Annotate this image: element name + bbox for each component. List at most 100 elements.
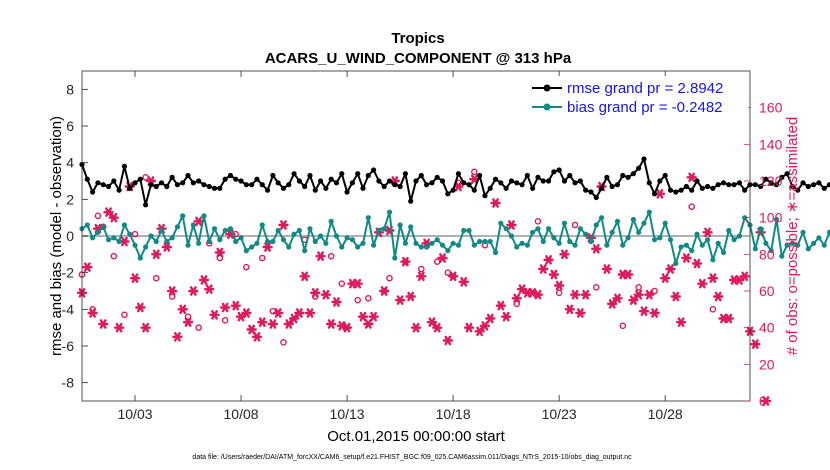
obs-assimilated-marker bbox=[129, 273, 141, 283]
x-tick-label: 10/28 bbox=[648, 406, 683, 422]
bias-point bbox=[339, 244, 345, 250]
rmse-point bbox=[683, 183, 689, 190]
bias-point bbox=[593, 222, 599, 228]
rmse-point bbox=[190, 180, 196, 186]
bias-point bbox=[434, 237, 440, 243]
obs-possible-marker bbox=[418, 265, 425, 273]
bias-point bbox=[816, 235, 822, 241]
bias-point bbox=[471, 242, 477, 248]
bias-point bbox=[715, 240, 721, 246]
obs-assimilated-marker bbox=[686, 172, 697, 183]
rmse-point bbox=[704, 183, 711, 190]
obs-assimilated-marker bbox=[108, 212, 120, 223]
obs-assimilated-marker bbox=[378, 286, 390, 296]
rmse-point bbox=[450, 187, 456, 193]
bias-point bbox=[95, 229, 101, 235]
bias-point bbox=[773, 216, 780, 223]
rmse-point bbox=[275, 180, 281, 186]
bias-point bbox=[826, 229, 830, 235]
rmse-point bbox=[333, 180, 340, 186]
obs-assimilated-marker bbox=[98, 319, 109, 329]
rmse-point bbox=[429, 180, 435, 186]
bias-point bbox=[498, 220, 504, 226]
rmse-point bbox=[731, 182, 737, 188]
y2-tick-label: 120 bbox=[759, 173, 783, 189]
bias-point bbox=[164, 238, 170, 245]
obs-assimilated-marker bbox=[405, 291, 416, 302]
bias-point bbox=[577, 226, 583, 232]
bias-point bbox=[736, 233, 742, 239]
bias-point bbox=[445, 248, 451, 254]
bias-point bbox=[174, 224, 181, 230]
bias-point bbox=[758, 226, 764, 232]
bias-point bbox=[211, 226, 218, 232]
rmse-point bbox=[567, 172, 573, 179]
rmse-point bbox=[211, 185, 218, 191]
obs-assimilated-marker bbox=[193, 216, 204, 227]
rmse-point bbox=[180, 180, 186, 186]
obs-assimilated-marker bbox=[569, 289, 581, 300]
bias-point bbox=[185, 242, 191, 248]
x-tick-label: 10/03 bbox=[117, 406, 152, 422]
obs-assimilated-marker bbox=[447, 271, 459, 282]
rmse-point bbox=[577, 178, 583, 184]
rmse-point bbox=[264, 187, 271, 193]
y-tick-label: 6 bbox=[66, 118, 74, 134]
rmse-point bbox=[588, 189, 594, 195]
obs-assimilated-marker bbox=[474, 326, 485, 337]
rmse-point bbox=[487, 185, 493, 191]
bias-point bbox=[508, 233, 515, 239]
bias-point bbox=[572, 242, 578, 248]
bias-point bbox=[636, 229, 642, 235]
rmse-point bbox=[174, 182, 181, 188]
bias-point bbox=[487, 238, 493, 245]
rmse-point bbox=[376, 178, 382, 184]
bias-point bbox=[503, 226, 509, 232]
rmse-point bbox=[100, 182, 106, 188]
rmse-point bbox=[307, 172, 313, 179]
bias-point bbox=[100, 224, 106, 230]
bias-point bbox=[492, 249, 499, 256]
bias-point bbox=[312, 238, 318, 245]
rmse-point bbox=[243, 182, 249, 188]
obs-assimilated-marker bbox=[283, 319, 294, 329]
obs-assimilated-marker bbox=[246, 324, 257, 335]
bias-point bbox=[121, 222, 128, 228]
rmse-point bbox=[461, 180, 467, 186]
obs-assimilated-marker bbox=[591, 244, 602, 254]
bias-point bbox=[296, 227, 302, 234]
rmse-point bbox=[726, 182, 732, 188]
bias-point bbox=[726, 227, 732, 234]
bias-point bbox=[429, 240, 435, 246]
rmse-point bbox=[445, 191, 451, 197]
rmse-point bbox=[302, 183, 308, 190]
rmse-point bbox=[365, 172, 371, 179]
rmse-point bbox=[779, 174, 785, 180]
bias-point bbox=[789, 240, 796, 246]
rmse-point bbox=[249, 182, 255, 188]
rmse-point bbox=[222, 176, 228, 182]
bias-point bbox=[630, 216, 636, 223]
obs-assimilated-marker bbox=[453, 181, 464, 192]
obs-assimilated-marker bbox=[304, 308, 316, 318]
rmse-point bbox=[153, 183, 159, 190]
obs-assimilated-marker bbox=[659, 273, 671, 283]
obs-assimilated-marker bbox=[331, 297, 342, 307]
bias-point bbox=[190, 222, 196, 228]
y-axis-label: rmse and bias (model - observation) bbox=[48, 116, 65, 356]
obs-assimilated-marker bbox=[601, 264, 613, 274]
bias-point bbox=[598, 215, 605, 221]
rmse-point bbox=[402, 171, 408, 177]
bias-point bbox=[524, 242, 530, 248]
obs-assimilated-marker bbox=[119, 236, 130, 247]
bias-point bbox=[397, 222, 403, 228]
bias-point bbox=[763, 240, 769, 246]
bias-point bbox=[710, 257, 716, 263]
bias-point bbox=[413, 240, 419, 246]
rmse-point bbox=[439, 178, 446, 184]
bias-point bbox=[455, 242, 462, 248]
bias-point bbox=[667, 237, 674, 243]
obs-assimilated-marker bbox=[628, 295, 639, 305]
obs-assimilated-marker bbox=[580, 289, 591, 300]
